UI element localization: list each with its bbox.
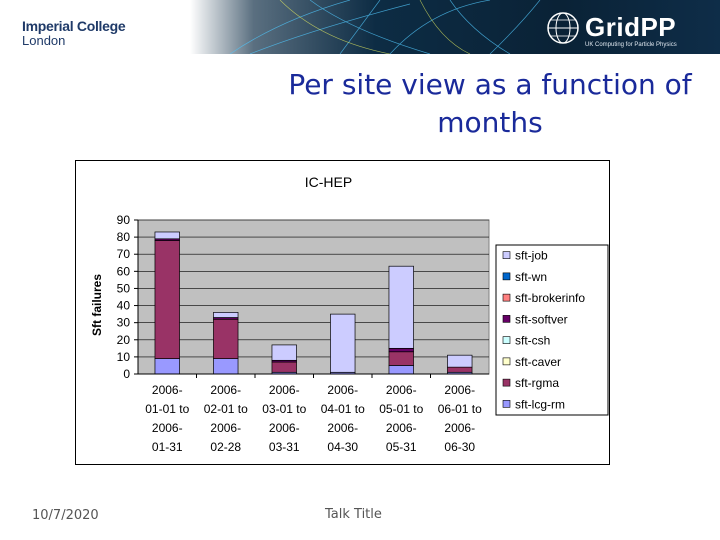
y-tick-label: 90 — [117, 213, 131, 227]
y-tick-label: 70 — [117, 247, 131, 261]
x-tick-label: 04-30 — [327, 440, 358, 454]
plot-area — [137, 219, 490, 375]
x-tick-label: 2006- — [269, 421, 300, 435]
x-tick-label: 2006- — [327, 421, 358, 435]
legend-label-sft-softver: sft-softver — [515, 312, 568, 326]
y-tick-label: 0 — [123, 367, 130, 381]
x-tick-label: 02-28 — [210, 440, 241, 454]
x-tick-label: 05-31 — [386, 440, 417, 454]
y-tick-label: 80 — [117, 230, 131, 244]
legend-label-sft-brokerinfo: sft-brokerinfo — [515, 291, 585, 305]
bar-segment-sft-job — [447, 354, 473, 368]
x-tick-label: 2006- — [269, 383, 300, 397]
legend-label-sft-wn: sft-wn — [515, 270, 547, 284]
bar-segment-sft-job — [271, 344, 297, 361]
legend-swatch-sft-wn — [502, 272, 511, 281]
legend-swatch-sft-brokerinfo — [502, 293, 511, 302]
x-tick-label: 2006- — [152, 421, 183, 435]
bar-segment-sft-job — [388, 265, 414, 349]
x-tick-label: 2006- — [210, 421, 241, 435]
y-tick-label: 30 — [117, 316, 131, 330]
x-tick-label: 2006- — [386, 421, 417, 435]
legend-box — [495, 244, 609, 416]
x-tick-label: 2006- — [444, 421, 475, 435]
x-tick-label: 04-01 to — [321, 402, 365, 416]
x-tick-label: 2006- — [444, 383, 475, 397]
bar-segment-sft-lcg-rm — [213, 358, 239, 375]
legend-swatch-sft-csh — [502, 336, 511, 344]
project-tagline: UK Computing for Particle Physics — [585, 42, 677, 48]
x-tick-label: 01-01 to — [145, 402, 189, 416]
bar-segment-sft-lcg-rm — [154, 358, 180, 375]
project-name: GridPP — [585, 12, 677, 42]
x-tick-label: 06-30 — [444, 440, 475, 454]
bar-segment-sft-lcg-rm — [388, 365, 414, 375]
legend-swatch-sft-lcg-rm — [502, 400, 511, 408]
institution-name-line2: London — [22, 33, 66, 48]
legend-label-sft-rgma: sft-rgma — [515, 376, 559, 390]
bar-segment-sft-job — [154, 231, 180, 240]
footer-title: Talk Title — [325, 507, 382, 522]
bar-segment-sft-rgma — [271, 361, 297, 373]
bar-segment-sft-softver — [388, 347, 414, 353]
x-tick-label: 05-01 to — [379, 402, 423, 416]
y-tick-label: 20 — [117, 333, 131, 347]
stacked-bar-chart: IC-HEP 0 10 20 30 40 50 60 70 80 90 Sft failures 200… — [75, 160, 610, 465]
y-tick-label: 40 — [117, 299, 131, 313]
slide-header: Imperial College London — [0, 0, 720, 55]
y-tick-label: 50 — [117, 281, 131, 295]
y-tick-label: 60 — [117, 264, 131, 278]
x-tick-label: 2006- — [386, 383, 417, 397]
y-axis-label: Sft failures — [90, 274, 104, 336]
legend-label-sft-caver: sft-caver — [515, 355, 561, 369]
x-tick-label: 01-31 — [152, 440, 183, 454]
legend-label-sft-csh: sft-csh — [515, 334, 550, 348]
y-tick-label: 10 — [117, 350, 131, 364]
slide-title: Per site view as a function of months — [288, 68, 692, 139]
bar-segment-sft-rgma — [154, 240, 180, 359]
legend-swatch-sft-caver — [502, 357, 511, 366]
legend-swatch-sft-softver — [502, 315, 511, 323]
particle-tracks-icon — [229, 0, 541, 55]
particle-tracks-banner — [190, 0, 720, 55]
x-tick-label: 2006- — [152, 383, 183, 397]
x-tick-label: 2006- — [210, 383, 241, 397]
x-tick-label: 03-31 — [269, 440, 300, 454]
x-tick-label: 2006- — [327, 383, 358, 397]
bar-segment-sft-rgma — [213, 318, 239, 359]
bar-segment-sft-rgma — [447, 366, 473, 373]
legend-swatch-sft-rgma — [502, 378, 511, 387]
x-tick-label: 03-01 to — [262, 402, 306, 416]
bar-segment-sft-job — [213, 312, 239, 318]
chart-title: IC-HEP — [305, 174, 352, 190]
bar-segment-sft-rgma — [388, 351, 414, 366]
legend-label-sft-lcg-rm: sft-lcg-rm — [515, 397, 565, 411]
x-tick-label: 02-01 to — [204, 402, 248, 416]
imperial-college-logo: Imperial College London — [22, 18, 126, 48]
bar-segment-sft-job — [330, 313, 356, 373]
x-tick-label: 06-01 to — [438, 402, 482, 416]
institution-name-line1: Imperial College — [22, 18, 126, 34]
legend-label-sft-job: sft-job — [515, 249, 548, 263]
legend-swatch-sft-job — [502, 251, 511, 259]
globe-icon — [547, 12, 579, 44]
footer-date: 10/7/2020 — [32, 508, 99, 523]
